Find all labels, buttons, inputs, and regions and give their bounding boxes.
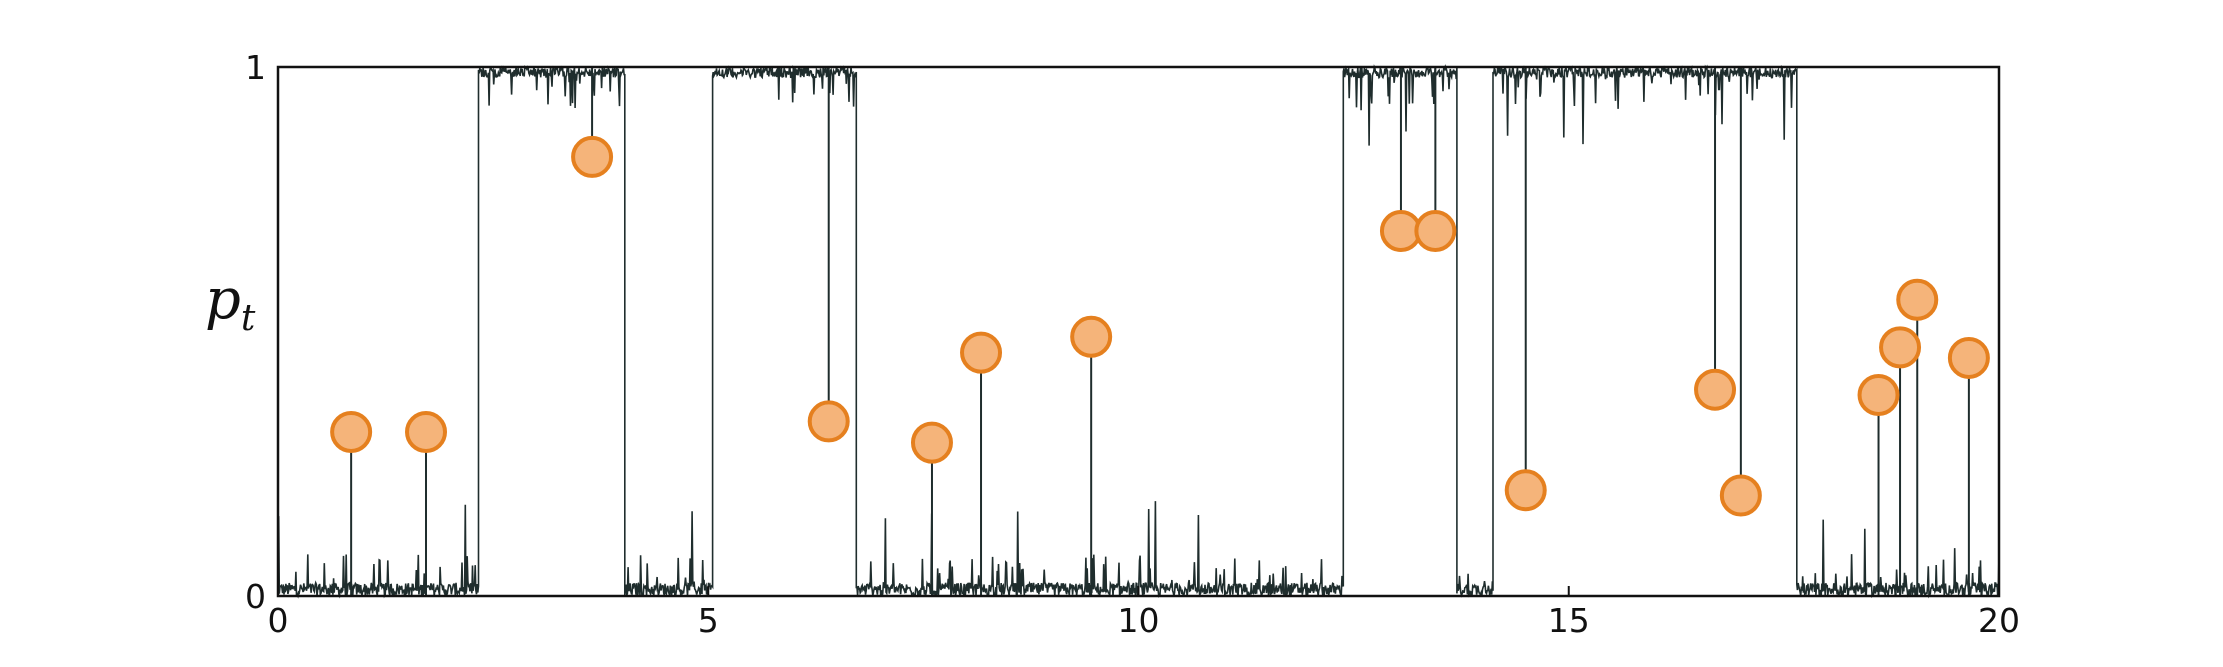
ticks-group: 0 5 10 15 20 0 1 [245,48,2020,640]
marker-point-15 [1947,336,1990,379]
y-axis-label-subscript: t [241,298,256,339]
marker-point-9 [1504,469,1547,512]
marker-point-5 [960,331,1003,374]
markers-group [330,135,1990,517]
marker-point-7 [1379,209,1422,252]
y-axis-label: pt [205,267,256,339]
marker-point-10 [1694,368,1737,411]
marker-point-14 [1896,278,1939,321]
marker-stems-group [350,67,1970,596]
y-tick-label-1: 1 [245,48,266,87]
marker-point-4 [910,421,953,464]
x-tick-label-1: 5 [698,601,719,640]
marker-point-3 [807,400,850,443]
x-tick-label-0: 0 [268,601,289,640]
y-tick-label-0: 0 [245,577,266,616]
x-tick-label-2: 10 [1118,601,1160,640]
marker-point-6 [1070,315,1113,358]
y-axis-label-main: p [205,267,241,332]
marker-point-11 [1719,474,1762,517]
marker-point-12 [1857,373,1900,416]
x-tick-label-4: 20 [1978,601,2020,640]
marker-point-2 [571,135,614,178]
marker-point-8 [1414,209,1457,252]
marker-point-0 [330,411,373,454]
marker-point-13 [1879,326,1922,369]
x-tick-label-3: 15 [1548,601,1590,640]
marker-point-1 [405,411,448,454]
